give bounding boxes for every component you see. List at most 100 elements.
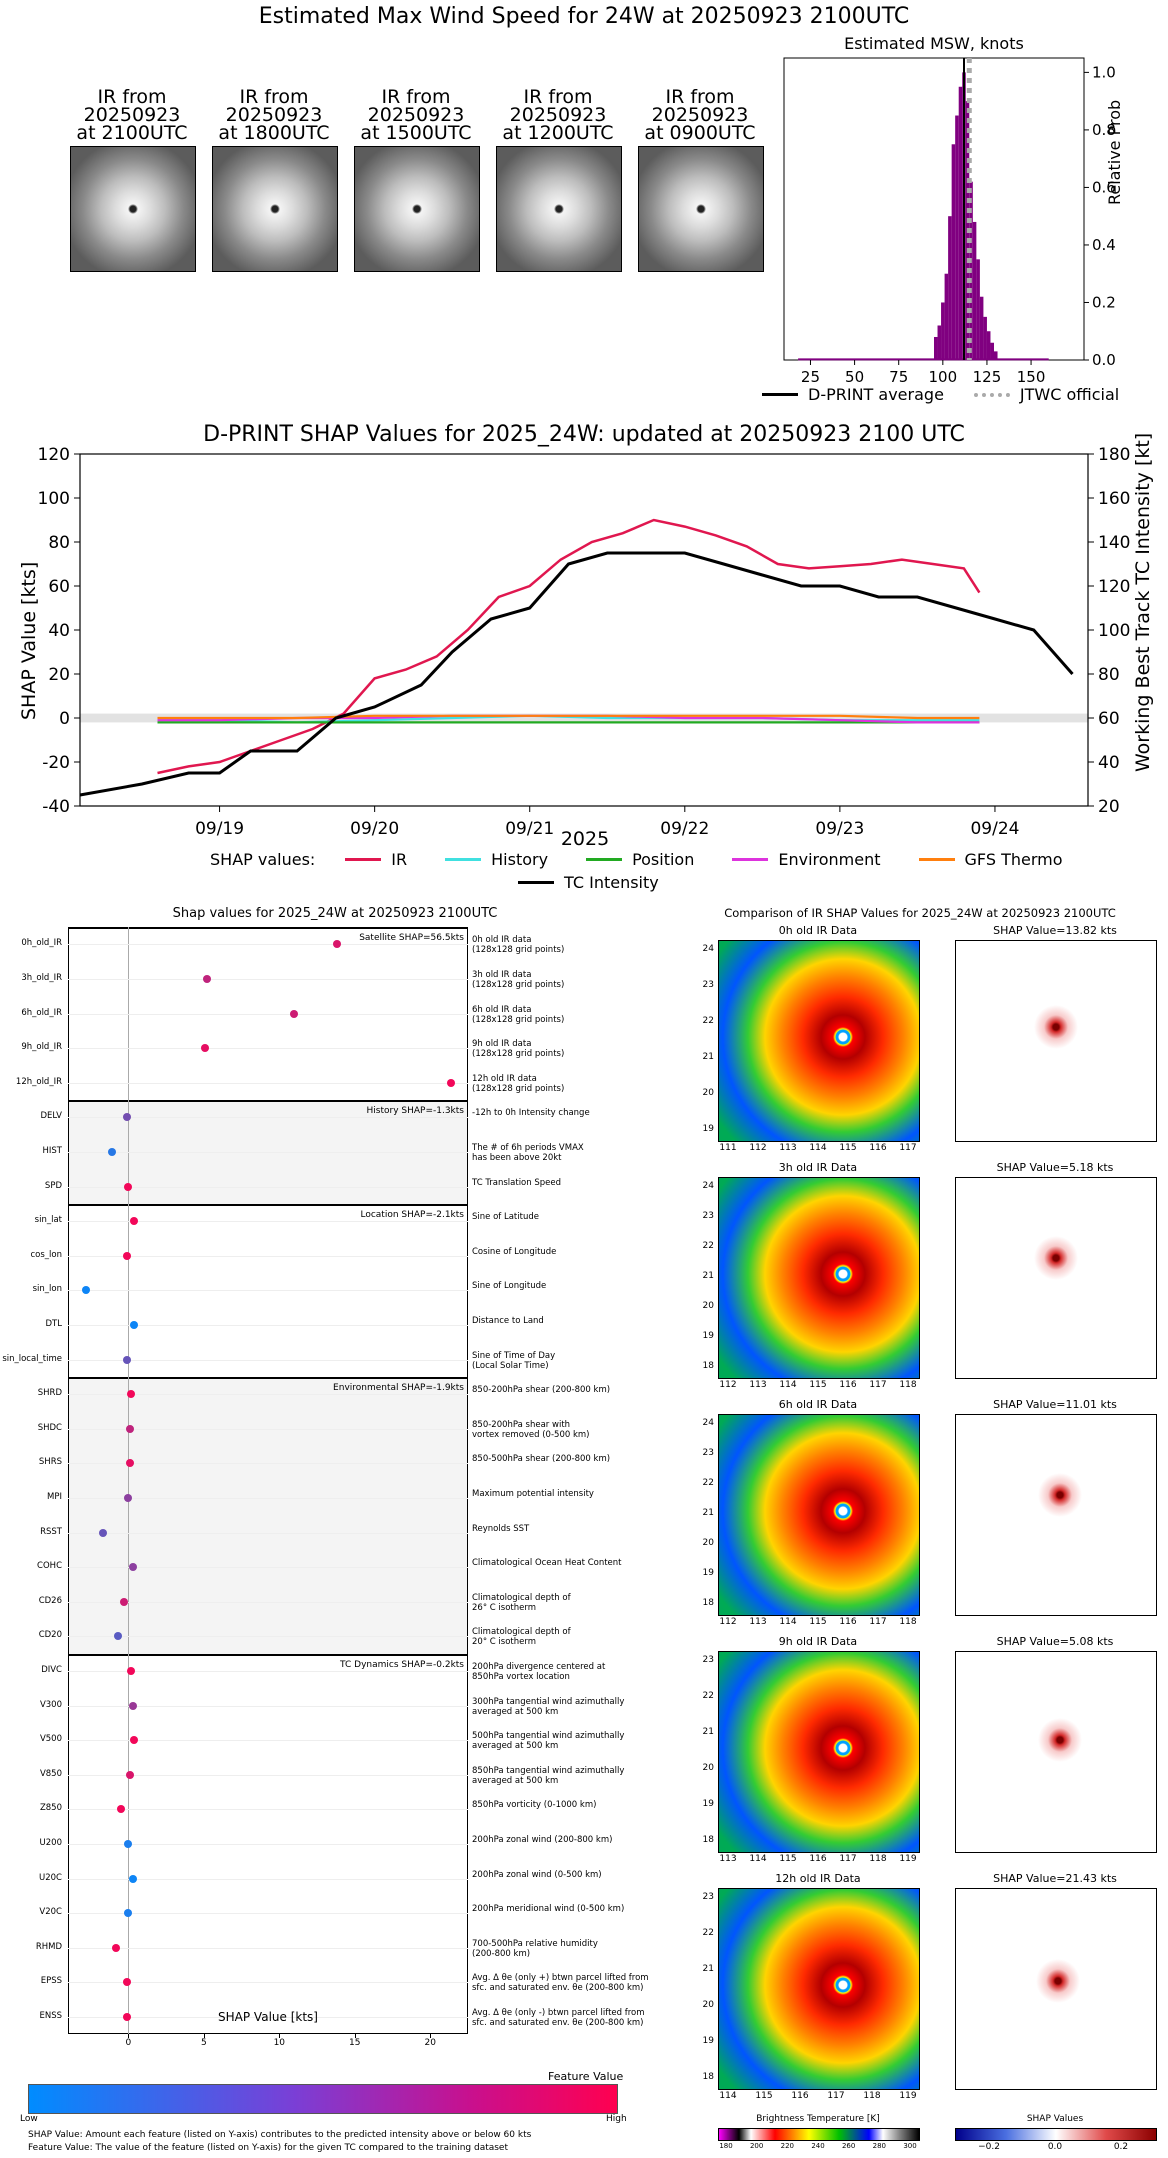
thumbnail-caption-line: IR from bbox=[523, 86, 593, 108]
ir-ytick-label: 21 bbox=[702, 1052, 714, 1062]
feature-shap-dot bbox=[122, 1251, 131, 1260]
shap-image bbox=[955, 1177, 1157, 1379]
ir-ytick-label: 23 bbox=[702, 980, 714, 990]
feature-gridline bbox=[68, 1913, 468, 1915]
ts-ytick-label: -40 bbox=[42, 797, 70, 817]
shap-image bbox=[955, 1414, 1157, 1616]
feature-shap-dot bbox=[290, 1009, 299, 1018]
feature-shap-dot bbox=[124, 1182, 133, 1191]
feature-name: sin_lat bbox=[34, 1215, 62, 1226]
thumbnail-caption-line: IR from bbox=[665, 86, 735, 108]
ir-ytick-label: 23 bbox=[702, 1211, 714, 1221]
ir-xtick-label: 114 bbox=[779, 1617, 797, 1627]
ir-xtick-label: 116 bbox=[839, 1380, 857, 1390]
ts-y2tick-label: 100 bbox=[1098, 621, 1130, 641]
hist-ylabel: Relative Prob bbox=[1105, 99, 1124, 205]
feature-name: DELV bbox=[40, 1111, 62, 1122]
ir-xtick-label: 112 bbox=[719, 1380, 737, 1390]
feature-gridline bbox=[68, 1013, 468, 1015]
sv-colorbar bbox=[955, 2128, 1157, 2141]
history-legend-label: History bbox=[491, 850, 549, 869]
ir-panel-title: 12h old IR Data bbox=[775, 1872, 861, 1885]
ir-ytick-label: 19 bbox=[702, 1124, 714, 1134]
ir-xtick-label: 118 bbox=[899, 1380, 917, 1390]
ir-xtick-label: 114 bbox=[809, 1143, 827, 1153]
bt-tick-label: 260 bbox=[841, 2142, 856, 2150]
feature-shap-dot bbox=[201, 1044, 210, 1053]
feature-name: CD26 bbox=[38, 1595, 62, 1606]
ir-ytick-label: 21 bbox=[702, 1508, 714, 1518]
ir-xtick-label: 116 bbox=[839, 1617, 857, 1627]
feature-xtick bbox=[430, 2034, 432, 2039]
series-tc-intensity bbox=[79, 551, 1074, 797]
feature-name: sin_local_time bbox=[2, 1353, 62, 1364]
feature-group-band bbox=[68, 1376, 468, 1656]
feature-name: DIVC bbox=[41, 1664, 62, 1675]
feature-shap-dot bbox=[125, 1770, 134, 1779]
ir-ytick-label: 20 bbox=[702, 1301, 714, 1311]
ir-thumbnail-image bbox=[638, 146, 764, 272]
feature-shap-dot bbox=[119, 1597, 128, 1606]
ir-xtick-label: 114 bbox=[749, 1854, 767, 1864]
feature-plot-frame bbox=[68, 927, 468, 2035]
feature-gridline bbox=[68, 1705, 468, 1707]
colorbar-low: Low bbox=[20, 2114, 38, 2124]
ir-xtick-label: 111 bbox=[719, 1143, 737, 1153]
avg-legend-label: D-PRINT average bbox=[808, 385, 944, 404]
feature-description: 850-200hPa shear with vortex removed (0-… bbox=[472, 1419, 590, 1440]
ir-panel-title: 3h old IR Data bbox=[778, 1161, 858, 1174]
feature-description: 0h old IR data (128x128 grid points) bbox=[472, 935, 565, 956]
feature-gridline bbox=[68, 1636, 468, 1638]
hist-ytick-label: 1.0 bbox=[1092, 63, 1116, 81]
feature-description: 500hPa tangential wind azimuthally avera… bbox=[472, 1731, 625, 1752]
hist-bar bbox=[941, 302, 945, 360]
feature-description: Climatological depth of 20° C isotherm bbox=[472, 1627, 571, 1648]
ir-xtick-label: 113 bbox=[749, 1617, 767, 1627]
feature-shap-dot bbox=[127, 1390, 136, 1399]
ir-ytick-label: 22 bbox=[702, 1241, 714, 1251]
feature-gridline bbox=[68, 978, 468, 980]
feature-name: 0h_old_IR bbox=[21, 938, 62, 949]
feature-shap-dot bbox=[202, 974, 211, 983]
ir-ytick-label: 18 bbox=[702, 2072, 714, 2082]
ir-ytick-label: 19 bbox=[702, 2036, 714, 2046]
ts-ytick-label: 20 bbox=[48, 665, 70, 685]
ts-ytick-label: 120 bbox=[38, 445, 70, 465]
ir-xtick-label: 119 bbox=[899, 2091, 917, 2101]
feature-shap-dot bbox=[332, 940, 341, 949]
ts-y2tick-label: 180 bbox=[1098, 445, 1130, 465]
footnote-shap: SHAP Value: Amount each feature (listed … bbox=[28, 2130, 532, 2140]
ir-ytick-label: 20 bbox=[702, 1763, 714, 1773]
ir-thumbnail-image bbox=[496, 146, 622, 272]
shap-timeseries-chart: -40 -20 0 20 40 60 80 100 120 20 40 60 80 100 120 140 16… bbox=[38, 445, 1131, 839]
position-legend-line bbox=[586, 858, 623, 861]
ts-xtick-label: 09/24 bbox=[970, 819, 1019, 839]
gfs-legend-label: GFS Thermo bbox=[964, 850, 1063, 869]
feature-description: 850-200hPa shear (200-800 km) bbox=[472, 1385, 611, 1396]
feature-shap-dot bbox=[122, 1355, 131, 1364]
hist-ytick-label: 0.4 bbox=[1092, 236, 1116, 254]
ir-image bbox=[718, 1414, 920, 1616]
feature-xtick bbox=[279, 2034, 281, 2039]
feature-name: HIST bbox=[42, 1145, 63, 1156]
ts-y2tick-label: 40 bbox=[1098, 753, 1120, 773]
ir-ytick-label: 21 bbox=[702, 1727, 714, 1737]
shap-image bbox=[955, 1888, 1157, 2090]
avg-legend-line bbox=[762, 393, 798, 396]
ir-ytick-label: 22 bbox=[702, 1691, 714, 1701]
feature-gridline bbox=[68, 1048, 468, 1050]
ts-ytick-label: 80 bbox=[48, 533, 70, 553]
ts-xtick-label: 09/19 bbox=[195, 819, 244, 839]
ir-xtick-label: 113 bbox=[719, 1854, 737, 1864]
feature-gridline bbox=[68, 1878, 468, 1880]
feature-gridline bbox=[68, 1774, 468, 1776]
environment-legend-label: Environment bbox=[778, 850, 881, 869]
feature-gridline bbox=[68, 944, 468, 946]
feature-shap-title: Shap values for 2025_24W at 20250923 210… bbox=[172, 906, 498, 921]
ir-xtick-label: 115 bbox=[809, 1380, 827, 1390]
hist-bar bbox=[955, 115, 959, 361]
ir-legend-label: IR bbox=[391, 850, 408, 869]
thumbnail-caption: IR from 20250923 at 2100UTC bbox=[50, 88, 214, 143]
feature-shap-dot bbox=[112, 1943, 121, 1952]
bt-tick-label: 200 bbox=[749, 2142, 764, 2150]
